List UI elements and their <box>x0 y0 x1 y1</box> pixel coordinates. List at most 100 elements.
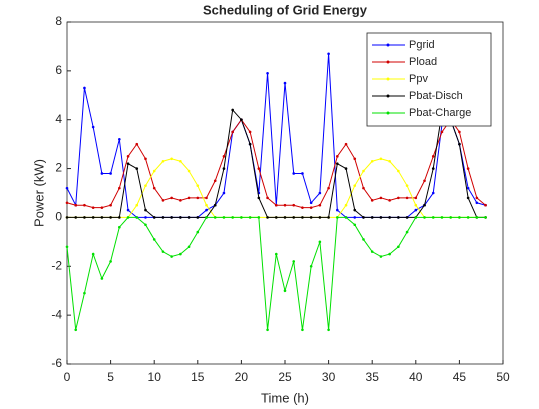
y-tick-label: -6 <box>51 356 62 370</box>
point <box>431 191 435 195</box>
point <box>170 196 173 200</box>
point <box>126 162 130 165</box>
point <box>292 260 296 263</box>
legend-label: Pbat-Charge <box>409 107 471 119</box>
x-tick-label: 25 <box>278 370 292 384</box>
point <box>283 81 287 85</box>
point <box>353 184 357 187</box>
point <box>109 203 112 207</box>
legend-label: Pload <box>409 56 437 68</box>
point <box>179 216 182 219</box>
point <box>161 250 165 253</box>
point <box>152 186 156 190</box>
point <box>336 155 339 158</box>
point <box>187 245 191 249</box>
point <box>74 328 78 332</box>
point <box>309 206 313 209</box>
point <box>362 169 365 173</box>
point <box>118 137 121 141</box>
point <box>74 216 78 219</box>
point <box>327 328 330 332</box>
point <box>318 203 322 207</box>
point <box>344 167 348 170</box>
point <box>423 203 426 207</box>
point <box>458 130 461 134</box>
point <box>109 216 112 219</box>
point <box>379 255 383 258</box>
point <box>240 216 243 219</box>
point <box>248 142 252 146</box>
point <box>231 108 234 112</box>
point <box>466 196 470 200</box>
legend-marker <box>386 94 390 98</box>
point <box>231 130 234 134</box>
point <box>100 277 104 280</box>
point <box>292 216 296 219</box>
point <box>65 201 69 205</box>
point <box>466 167 470 170</box>
x-tick-label: 0 <box>64 370 71 384</box>
point <box>240 118 243 122</box>
point <box>257 196 261 200</box>
point <box>370 216 374 219</box>
point <box>414 203 418 207</box>
legend-label: Ppv <box>409 73 428 85</box>
point <box>405 196 409 200</box>
point <box>475 196 479 200</box>
point <box>257 216 261 219</box>
point <box>292 203 296 207</box>
x-tick-label: 20 <box>235 370 249 384</box>
point <box>83 203 86 207</box>
point <box>466 216 470 219</box>
x-tick-label: 5 <box>107 370 114 384</box>
point <box>205 203 208 207</box>
point <box>475 216 479 219</box>
point <box>126 155 130 158</box>
point <box>213 216 217 219</box>
point <box>301 216 304 219</box>
point <box>205 208 208 212</box>
point <box>440 130 444 134</box>
point <box>309 201 313 205</box>
point <box>144 208 147 212</box>
point <box>336 216 339 219</box>
point <box>283 289 287 293</box>
point <box>318 191 322 195</box>
point <box>370 250 374 253</box>
point <box>135 203 139 207</box>
point <box>362 186 365 190</box>
point <box>170 255 173 258</box>
point <box>248 216 252 219</box>
point <box>222 155 226 158</box>
y-tick-label: -2 <box>51 258 62 272</box>
point <box>196 184 200 187</box>
point <box>397 216 400 219</box>
point <box>152 216 156 219</box>
point <box>222 191 226 195</box>
legend-marker <box>386 43 390 47</box>
point <box>266 196 269 200</box>
point <box>362 216 365 219</box>
point <box>458 216 461 219</box>
point <box>388 199 391 202</box>
point <box>170 157 173 161</box>
point <box>83 291 86 295</box>
point <box>353 223 357 227</box>
y-tick-label: -4 <box>51 307 62 321</box>
legend-marker <box>386 77 390 81</box>
point <box>388 159 391 163</box>
point <box>362 238 365 241</box>
point <box>388 216 391 219</box>
point <box>344 142 348 146</box>
x-tick-label: 10 <box>148 370 162 384</box>
x-tick-label: 30 <box>322 370 336 384</box>
point <box>213 203 217 207</box>
point <box>274 216 278 219</box>
point <box>91 206 95 209</box>
point <box>405 216 409 219</box>
point <box>283 216 287 219</box>
point <box>327 186 330 190</box>
point <box>344 203 348 207</box>
point <box>152 238 156 241</box>
point <box>83 86 86 90</box>
